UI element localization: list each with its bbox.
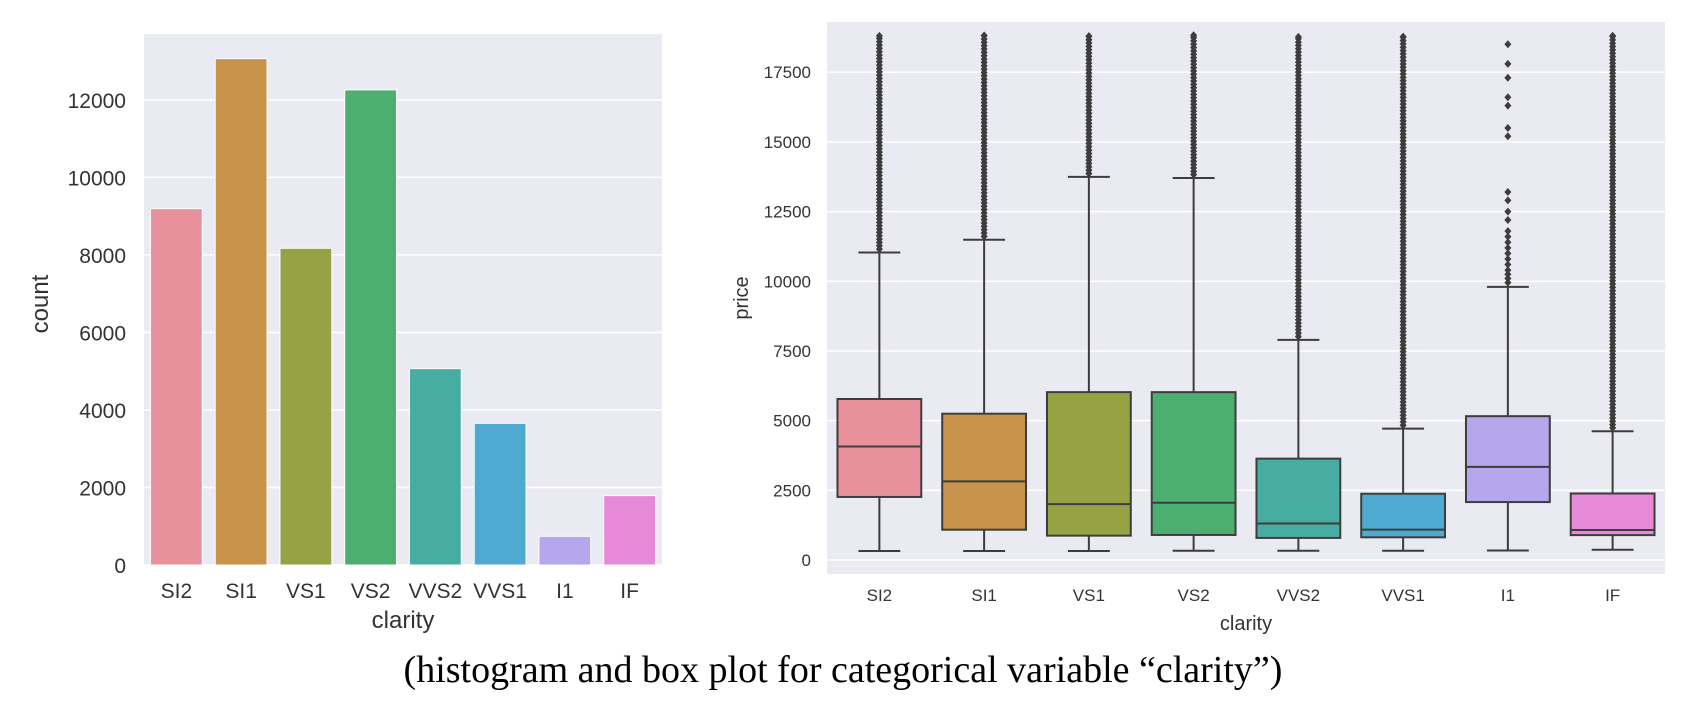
bar-chart-x-tick-label: VS2: [351, 580, 391, 603]
outlier-i1: [1504, 232, 1512, 241]
bar-chart-y-tick-label: 8000: [79, 245, 126, 268]
bar-si1: [214, 58, 268, 566]
box-plot-x-tick-label: I1: [1501, 586, 1515, 605]
bar-vs1: [279, 247, 333, 566]
outlier-vs1: [1085, 32, 1093, 41]
bar-chart-x-axis-title: clarity: [372, 607, 435, 634]
box-vs1: [1045, 391, 1132, 537]
bar-chart-x-tick-label: I1: [556, 580, 574, 603]
outlier-i1: [1504, 270, 1512, 279]
box-plot-x-tick-label: VS1: [1073, 586, 1105, 605]
box-plot-y-tick-label: 12500: [764, 203, 811, 222]
outlier-si1: [980, 31, 988, 40]
bar-chart-y-tick-label: 4000: [79, 400, 126, 423]
box-si1: [941, 412, 1028, 531]
outlier-i1: [1504, 196, 1512, 205]
outlier-i1: [1504, 278, 1512, 287]
outlier-i1: [1504, 40, 1512, 49]
bar-chart-y-tick-label: 0: [114, 555, 126, 578]
bar-vvs1: [473, 422, 527, 566]
box-plot-x-tick-label: SI2: [867, 586, 893, 605]
clarity-price-box-plot: 0 2500 5000 7500 10000 12500 15000 17500 SI2 SI1…: [731, 22, 1665, 635]
outlier-i1: [1504, 215, 1512, 224]
box-plot-y-tick-label: 0: [802, 551, 811, 570]
bar-chart-y-tick-label: 10000: [68, 167, 126, 190]
outlier-vvs2: [1294, 32, 1302, 41]
outlier-i1: [1504, 243, 1512, 252]
outlier-i1: [1504, 249, 1512, 258]
bar-chart-y-tick-label: 2000: [79, 477, 126, 500]
bar-i1: [538, 535, 592, 566]
outlier-i1: [1504, 73, 1512, 82]
bar-chart-y-tick-label: 12000: [68, 90, 126, 113]
box-plot-y-tick-label: 7500: [773, 342, 811, 361]
box-plot-x-axis-title: clarity: [1220, 613, 1272, 635]
outlier-i1: [1504, 93, 1512, 102]
box-plot-x-tick-label: VS2: [1178, 586, 1210, 605]
figure-caption: (histogram and box plot for categorical …: [403, 649, 1283, 691]
box-plot-y-axis-title: price: [731, 276, 753, 319]
box-i1: [1464, 415, 1551, 504]
box-plot-x-tick-label: SI1: [971, 586, 997, 605]
bar-chart-x-tick-label: VVS1: [473, 580, 527, 603]
bar-chart-y-ticks: 0 2000 4000 6000 8000 10000 12000: [68, 90, 126, 578]
outlier-vs2: [1190, 31, 1198, 40]
box-plot-boxes: [836, 31, 1656, 552]
box-if: [1569, 492, 1656, 537]
outlier-if: [1609, 31, 1617, 40]
bar-vs2: [344, 89, 398, 566]
outlier-i1: [1504, 260, 1512, 269]
outlier-i1: [1504, 188, 1512, 197]
outlier-vvs1: [1399, 32, 1407, 41]
bar-chart-x-ticks: SI2 SI1 VS1 VS2 VVS2 VVS1 I1 IF: [161, 580, 639, 603]
outlier-i1: [1504, 59, 1512, 68]
outlier-i1: [1504, 207, 1512, 216]
bar-chart-bars: [149, 58, 657, 566]
box-plot-y-ticks: 0 2500 5000 7500 10000 12500 15000 17500: [764, 63, 811, 570]
box-plot-y-tick-label: 5000: [773, 412, 811, 431]
box-plot-y-tick-label: 15000: [764, 133, 811, 152]
bar-si2: [149, 208, 203, 566]
box-vs2: [1150, 391, 1237, 536]
box-plot-x-tick-label: VVS1: [1381, 586, 1424, 605]
bar-chart-x-tick-label: IF: [620, 580, 639, 603]
outlier-i1: [1504, 101, 1512, 110]
bar-chart-x-tick-label: VS1: [286, 580, 326, 603]
bar-chart-x-tick-label: SI1: [225, 580, 257, 603]
bar-chart-y-tick-label: 6000: [79, 322, 126, 345]
box-vvs2: [1255, 457, 1342, 539]
outlier-i1: [1504, 238, 1512, 247]
box-plot-x-tick-label: VVS2: [1277, 586, 1320, 605]
bar-chart-x-tick-label: SI2: [161, 580, 193, 603]
bar-chart-y-axis-title: count: [27, 274, 54, 333]
box-plot-x-tick-label: IF: [1605, 586, 1620, 605]
outlier-i1: [1504, 254, 1512, 263]
clarity-count-bar-chart: 0 2000 4000 6000 8000 10000 12000 SI2 SI1 VS1 VS2…: [27, 34, 662, 634]
bar-vvs2: [408, 368, 462, 566]
bar-chart-x-tick-label: VVS2: [409, 580, 463, 603]
box-plot-y-tick-label: 2500: [773, 481, 811, 500]
outlier-i1: [1504, 227, 1512, 236]
box-vvs1: [1360, 492, 1447, 539]
bar-if: [603, 495, 657, 566]
box-plot-y-tick-label: 10000: [764, 272, 811, 291]
box-plot-y-tick-label: 17500: [764, 63, 811, 82]
box-si2: [836, 398, 923, 498]
outlier-i1: [1504, 132, 1512, 141]
outlier-i1: [1504, 274, 1512, 283]
box-plot-x-ticks: SI2 SI1 VS1 VS2 VVS2 VVS1 I1 IF: [867, 586, 1621, 605]
outlier-i1: [1504, 123, 1512, 132]
outlier-si2: [875, 31, 883, 40]
outlier-i1: [1504, 266, 1512, 275]
